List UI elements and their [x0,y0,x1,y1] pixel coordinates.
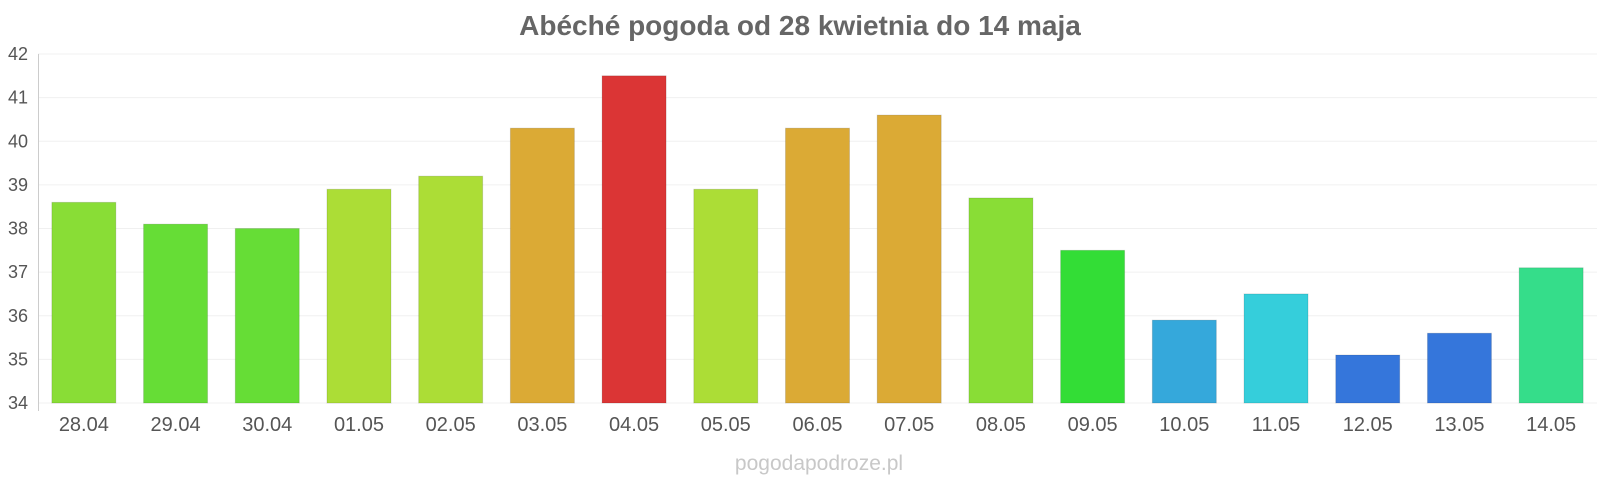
x-tick-label: 10.05 [1159,414,1209,436]
y-tick-label: 36 [8,306,28,326]
x-tick-label: 05.05 [701,414,751,436]
chart-title: Abéché pogoda od 28 kwietnia do 14 maja [519,10,1081,41]
bar-05.05 [693,188,759,404]
y-tick-label: 39 [8,175,28,195]
bar-13.05 [1426,332,1492,404]
bar-08.05 [968,197,1034,404]
x-tick-label: 12.05 [1343,414,1393,436]
y-tick-label: 42 [8,44,28,64]
y-tick-label: 40 [8,131,28,151]
bars [51,75,1584,404]
y-tick-label: 37 [8,262,28,282]
bar-12.05 [1335,354,1401,404]
x-tick-label: 29.04 [151,414,201,436]
y-tick-label: 35 [8,349,28,369]
bar-29.04 [143,223,209,404]
bar-01.05 [326,188,392,404]
x-tick-label: 28.04 [59,414,109,436]
x-tick-label: 11.05 [1252,414,1301,436]
watermark-text: pogodapodroze.pl [735,452,903,475]
bar-28.04 [51,201,117,404]
x-tick-label: 30.04 [242,414,292,436]
y-axis-tick-labels: 34 35 36 37 38 39 40 41 42 [8,44,28,413]
bar-03.05 [509,127,575,404]
bar-11.05 [1243,293,1309,404]
x-tick-label: 01.05 [334,414,384,436]
y-tick-label: 34 [8,393,28,413]
x-tick-label: 13.05 [1434,414,1484,436]
bar-02.05 [418,175,484,404]
bar-30.04 [234,228,300,404]
x-tick-label: 06.05 [792,414,842,436]
bar-09.05 [1060,249,1126,404]
y-tick-label: 38 [8,219,28,239]
bar-07.05 [876,114,942,404]
bar-06.05 [785,127,850,404]
x-axis-tick-labels: 28.04 29.04 30.04 01.05 02.05 03.05 04.05 05.05… [59,414,1576,436]
x-tick-label: 08.05 [976,414,1026,436]
bar-10.05 [1151,319,1217,404]
bar-04.05 [601,75,667,404]
x-tick-label: 07.05 [884,414,934,436]
bar-14.05 [1518,267,1584,404]
x-tick-label: 03.05 [517,414,567,436]
x-tick-label: 14.05 [1526,414,1576,436]
x-tick-label: 09.05 [1068,414,1118,436]
x-tick-label: 04.05 [609,414,659,436]
y-tick-label: 41 [8,88,28,108]
x-tick-label: 02.05 [426,414,476,436]
